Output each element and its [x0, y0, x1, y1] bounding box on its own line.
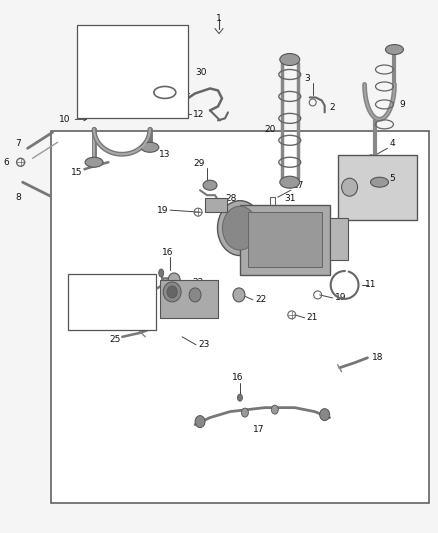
Bar	[68, 274, 155, 330]
Text: 24: 24	[208, 294, 219, 302]
Text: 17: 17	[253, 425, 265, 434]
Text: 19: 19	[157, 206, 168, 215]
Text: 10: 10	[59, 115, 71, 124]
Text: 16: 16	[162, 247, 174, 256]
Bar	[205, 198, 227, 212]
Ellipse shape	[189, 288, 201, 302]
Text: 15: 15	[71, 168, 82, 177]
Ellipse shape	[159, 269, 164, 277]
Ellipse shape	[85, 157, 103, 167]
Bar	[338, 155, 417, 220]
Ellipse shape	[167, 286, 177, 298]
Ellipse shape	[218, 200, 262, 255]
Ellipse shape	[195, 416, 205, 427]
Text: 1: 1	[216, 14, 222, 23]
Text: 21: 21	[307, 313, 318, 322]
Text: 9: 9	[399, 100, 405, 109]
Text: 13: 13	[159, 150, 170, 159]
Ellipse shape	[141, 142, 159, 152]
Ellipse shape	[241, 408, 248, 417]
Bar	[330, 218, 348, 260]
Bar	[160, 280, 218, 318]
Text: 2: 2	[330, 103, 335, 112]
Text: 20: 20	[265, 125, 276, 134]
Text: 22: 22	[255, 295, 266, 304]
Text: 26: 26	[114, 294, 125, 302]
Text: 4: 4	[389, 139, 395, 148]
Bar	[77, 25, 188, 118]
Ellipse shape	[237, 394, 242, 401]
Ellipse shape	[163, 282, 181, 302]
Text: 29: 29	[193, 159, 205, 168]
Text: 6: 6	[3, 158, 9, 167]
Ellipse shape	[342, 178, 357, 196]
Text: 23: 23	[198, 340, 209, 349]
Ellipse shape	[203, 180, 217, 190]
Text: 30: 30	[195, 68, 207, 77]
Text: 19: 19	[335, 294, 346, 302]
Ellipse shape	[280, 176, 300, 188]
Text: 11: 11	[364, 280, 376, 289]
Ellipse shape	[385, 45, 403, 54]
Text: 14: 14	[180, 88, 191, 97]
Text: 16: 16	[232, 373, 244, 382]
Text: 8: 8	[15, 193, 21, 201]
Text: 5: 5	[389, 174, 395, 183]
Text: 12: 12	[194, 110, 205, 119]
Bar	[248, 212, 321, 267]
Text: 18: 18	[371, 353, 383, 362]
Text: 27: 27	[293, 181, 304, 190]
Text: 31: 31	[284, 194, 296, 203]
Ellipse shape	[320, 409, 330, 421]
Ellipse shape	[233, 288, 245, 302]
Ellipse shape	[371, 177, 389, 187]
Ellipse shape	[168, 273, 180, 287]
Text: 7: 7	[15, 139, 21, 148]
Text: 28: 28	[225, 193, 237, 203]
Ellipse shape	[223, 206, 258, 250]
Text: 3: 3	[305, 74, 311, 83]
Bar	[51, 131, 428, 503]
Text: 25: 25	[109, 335, 120, 344]
Ellipse shape	[271, 405, 278, 414]
Ellipse shape	[280, 53, 300, 66]
Bar	[240, 205, 330, 275]
Text: 22: 22	[192, 278, 203, 287]
